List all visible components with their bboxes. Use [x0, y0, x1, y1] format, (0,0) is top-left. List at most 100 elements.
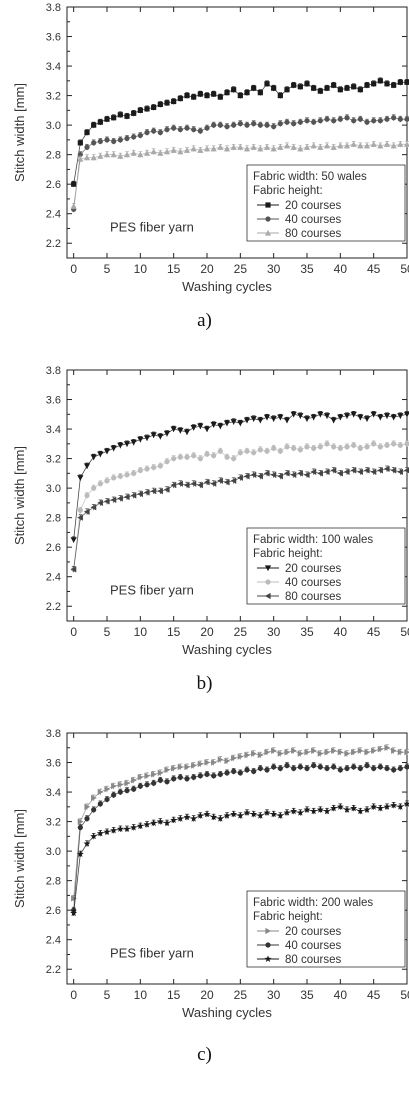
y-tick-label: 3.2 [46, 454, 61, 466]
legend-marker [265, 927, 272, 935]
data-point [336, 803, 344, 810]
data-point [377, 444, 383, 450]
y-tick-label: 2.4 [46, 209, 61, 221]
legend-heading: Fabric width: 200 wales [253, 897, 373, 909]
data-point [283, 417, 291, 424]
x-tick-label: 45 [367, 262, 381, 276]
data-point [70, 566, 77, 573]
y-tick-label: 2.2 [46, 601, 61, 613]
data-point [284, 749, 291, 756]
annotation-label: PES fiber yarn [110, 219, 194, 234]
data-point [150, 432, 157, 439]
y-axis-label: Stitch width [mm] [12, 83, 27, 182]
data-point [77, 155, 84, 162]
data-point [317, 444, 323, 450]
data-point [364, 119, 370, 125]
data-point [277, 144, 284, 150]
data-point [324, 749, 331, 756]
data-point [151, 780, 157, 786]
data-point [337, 749, 344, 756]
data-point [230, 477, 237, 484]
data-point [377, 78, 383, 84]
data-point [337, 445, 343, 451]
data-point [191, 453, 197, 459]
data-point [97, 451, 104, 458]
data-point [330, 804, 338, 812]
data-point [183, 813, 191, 821]
data-point [177, 148, 184, 155]
data-point [303, 806, 311, 813]
data-point [184, 92, 190, 99]
data-point [310, 807, 318, 815]
data-point [144, 129, 150, 136]
data-point [84, 803, 91, 810]
data-point [251, 85, 257, 91]
data-point [371, 441, 377, 447]
y-tick-label: 3.4 [46, 61, 61, 73]
y-tick-label: 3.0 [46, 483, 61, 495]
data-point [196, 812, 204, 819]
data-point [210, 813, 218, 821]
data-point [163, 148, 171, 155]
data-point [371, 747, 377, 754]
x-tick-label: 25 [234, 262, 248, 276]
data-point [124, 787, 130, 794]
y-tick-label: 2.8 [46, 876, 61, 888]
data-point [244, 767, 250, 773]
data-point [284, 119, 290, 125]
data-point [391, 82, 397, 88]
data-point [303, 471, 310, 478]
data-point [131, 470, 137, 476]
data-point [350, 804, 358, 812]
data-point [223, 145, 231, 152]
data-point [177, 454, 183, 460]
data-point [404, 749, 409, 756]
data-point [303, 144, 311, 150]
x-axis-label: Washing cycles [182, 279, 272, 294]
data-point [157, 150, 164, 156]
data-point [117, 153, 124, 159]
data-point [277, 765, 283, 772]
y-tick-label: 2.4 [46, 935, 61, 947]
data-point [343, 468, 350, 475]
data-point [323, 807, 331, 815]
data-point [384, 81, 390, 87]
series-2 [70, 465, 409, 573]
data-point [357, 468, 363, 475]
data-point [211, 759, 217, 766]
legend-heading: Fabric height: [253, 911, 323, 923]
data-point [156, 817, 164, 825]
annotation-label: PES fiber yarn [110, 945, 194, 960]
data-point [117, 781, 124, 788]
data-point [117, 112, 123, 118]
data-point [144, 772, 151, 779]
data-point [83, 840, 91, 847]
data-point [397, 468, 403, 475]
data-point [124, 780, 131, 787]
data-point [151, 464, 157, 471]
data-point [337, 767, 343, 773]
data-point [237, 450, 243, 456]
legend-heading: Fabric height: [253, 548, 323, 560]
plot-frame [66, 369, 408, 622]
data-point [197, 760, 204, 768]
legend-entry: 80 courses [285, 591, 342, 603]
data-point [391, 747, 397, 754]
y-tick-label: 2.6 [46, 905, 61, 917]
data-point [357, 445, 363, 451]
data-point [171, 125, 177, 131]
data-point [344, 750, 351, 757]
data-point [271, 85, 277, 91]
data-point [370, 141, 377, 147]
data-point [231, 754, 237, 762]
data-point [223, 420, 231, 427]
data-point [217, 423, 224, 430]
data-point [84, 816, 90, 822]
data-point [144, 782, 150, 788]
data-point [384, 442, 390, 448]
data-point [364, 82, 370, 88]
data-point [157, 777, 163, 783]
data-point [297, 413, 304, 419]
data-point [331, 747, 337, 754]
x-tick-label: 30 [267, 988, 281, 1002]
